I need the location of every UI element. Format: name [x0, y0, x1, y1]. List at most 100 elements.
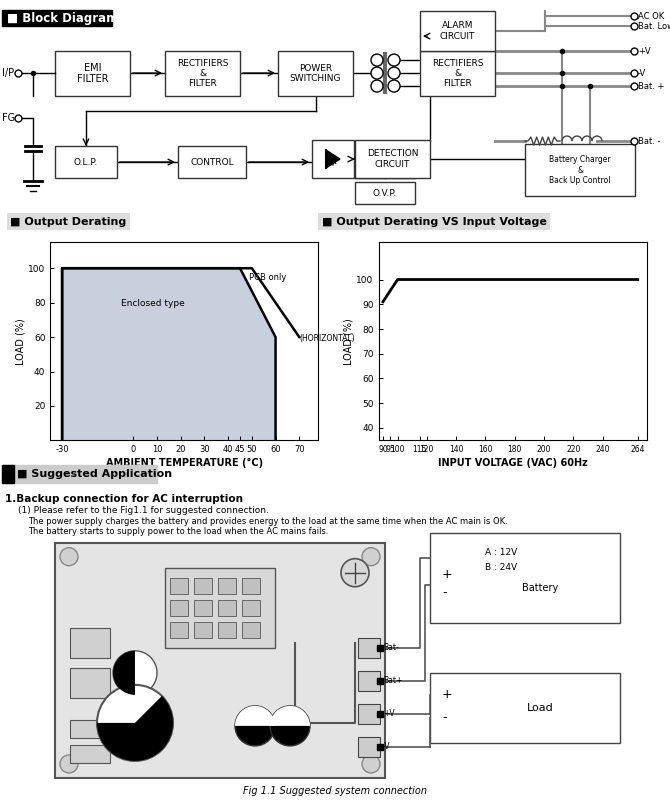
Bar [218, 600, 236, 616]
Bar [420, 51, 495, 96]
Text: Bat. Low: Bat. Low [638, 22, 670, 31]
Text: B : 24V: B : 24V [485, 562, 517, 572]
Bar [70, 720, 110, 738]
Wedge shape [270, 706, 310, 726]
Text: POWER
SWITCHING: POWER SWITCHING [289, 64, 341, 83]
Text: The battery starts to supply power to the load when the AC mains fails.: The battery starts to supply power to th… [28, 527, 328, 536]
Circle shape [60, 755, 78, 773]
Circle shape [371, 54, 383, 66]
Circle shape [362, 548, 380, 566]
Bar [2, 10, 112, 26]
Text: Bat+: Bat+ [383, 676, 403, 685]
X-axis label: INPUT VOLTAGE (VAC) 60Hz: INPUT VOLTAGE (VAC) 60Hz [438, 458, 588, 469]
Bar [242, 578, 260, 594]
Text: AC OK: AC OK [638, 11, 664, 20]
Bar [170, 600, 188, 616]
Text: -: - [442, 711, 446, 725]
Bar [358, 704, 380, 724]
Text: (HORIZONTAL): (HORIZONTAL) [299, 335, 355, 343]
Circle shape [235, 706, 275, 746]
Text: CONTROL: CONTROL [190, 158, 234, 166]
Text: Bat-: Bat- [383, 643, 399, 652]
Text: Enclosed type: Enclosed type [121, 299, 185, 308]
Bar [170, 578, 188, 594]
Text: RECTIFIERS
&
FILTER: RECTIFIERS & FILTER [431, 59, 483, 88]
Y-axis label: LOAD (%): LOAD (%) [344, 318, 354, 364]
Polygon shape [62, 268, 275, 440]
Bar [194, 578, 212, 594]
Text: -: - [442, 587, 446, 600]
Text: 1.Backup connection for AC interruption: 1.Backup connection for AC interruption [5, 494, 243, 503]
Bar [358, 671, 380, 691]
Text: +V: +V [383, 709, 395, 718]
Bar [358, 638, 380, 658]
Bar [55, 543, 385, 778]
Polygon shape [326, 150, 340, 168]
Circle shape [362, 755, 380, 773]
Bar [355, 182, 415, 204]
Text: DETECTION
CIRCUIT: DETECTION CIRCUIT [366, 149, 418, 169]
Bar [55, 146, 117, 178]
Text: +: + [442, 568, 453, 581]
Bar [70, 745, 110, 763]
Text: ■ Output Derating: ■ Output Derating [10, 217, 127, 226]
Text: (1) Please refer to the Fig1.1 for suggested connection.: (1) Please refer to the Fig1.1 for sugge… [18, 506, 269, 515]
Text: A : 12V: A : 12V [485, 548, 517, 557]
Y-axis label: LOAD (%): LOAD (%) [15, 318, 25, 364]
Bar [170, 622, 188, 638]
Circle shape [113, 650, 157, 695]
Wedge shape [97, 696, 173, 761]
Bar [55, 51, 130, 96]
Text: PCB only: PCB only [249, 273, 287, 282]
Text: ■ Block Diagram: ■ Block Diagram [7, 11, 118, 24]
Circle shape [60, 548, 78, 566]
X-axis label: AMBIENT TEMPERATURE (°C): AMBIENT TEMPERATURE (°C) [106, 458, 263, 469]
Text: Battery Charger
&
Back Up Control: Battery Charger & Back Up Control [549, 155, 611, 185]
Bar [2, 465, 14, 482]
Text: +V: +V [638, 47, 651, 56]
Text: ALARM
CIRCUIT: ALARM CIRCUIT [440, 21, 475, 40]
Bar [525, 144, 635, 196]
Text: -V: -V [383, 743, 391, 751]
Circle shape [97, 685, 173, 761]
Wedge shape [113, 650, 135, 695]
Bar [430, 532, 620, 623]
Text: EMI
FILTER: EMI FILTER [77, 63, 109, 84]
Bar [70, 668, 110, 698]
Text: RECTIFIERS
&
FILTER: RECTIFIERS & FILTER [177, 59, 228, 88]
Text: +: + [442, 688, 453, 701]
Text: O.L.P.: O.L.P. [74, 158, 98, 166]
Text: ■ Suggested Application: ■ Suggested Application [17, 469, 172, 478]
Bar [358, 737, 380, 757]
Bar [194, 622, 212, 638]
Bar [2, 465, 157, 482]
Circle shape [371, 80, 383, 92]
Bar [242, 600, 260, 616]
Bar [420, 11, 495, 51]
Bar [355, 140, 430, 178]
Text: FG: FG [2, 113, 15, 123]
Bar [242, 622, 260, 638]
Text: The power supply charges the battery and provides energy to the load at the same: The power supply charges the battery and… [28, 516, 508, 526]
Bar [218, 622, 236, 638]
Circle shape [270, 706, 310, 746]
Bar [218, 578, 236, 594]
Text: I/P: I/P [2, 68, 14, 78]
Bar [165, 51, 240, 96]
Wedge shape [235, 706, 275, 726]
Bar [178, 146, 246, 178]
Bar [165, 568, 275, 648]
Circle shape [371, 67, 383, 79]
Text: Bat. +: Bat. + [638, 82, 665, 90]
Circle shape [388, 67, 400, 79]
Bar [312, 140, 354, 178]
Bar [430, 673, 620, 743]
Circle shape [388, 80, 400, 92]
Text: Load: Load [527, 703, 553, 713]
Circle shape [341, 558, 369, 587]
Circle shape [388, 54, 400, 66]
Bar [194, 600, 212, 616]
Bar [278, 51, 353, 96]
Text: Bat. -: Bat. - [638, 137, 661, 145]
Text: ■ Output Derating VS Input Voltage: ■ Output Derating VS Input Voltage [322, 217, 547, 226]
